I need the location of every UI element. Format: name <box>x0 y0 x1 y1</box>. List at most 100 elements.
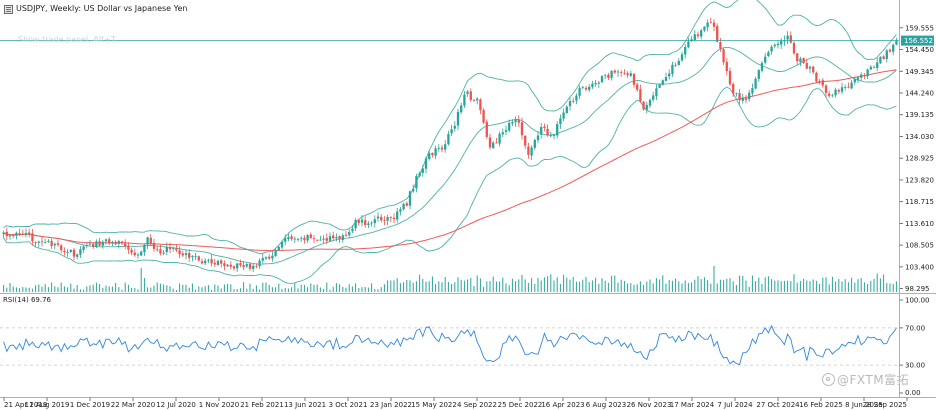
candle-body <box>780 40 783 45</box>
candle-body <box>645 104 648 110</box>
candle-body <box>437 147 440 149</box>
candle-body <box>280 241 284 248</box>
price-tick-label: 134.030 <box>905 133 934 141</box>
candle-body <box>184 253 188 255</box>
candle-body <box>319 239 322 241</box>
candle-body <box>866 69 869 77</box>
time-tick-label: 4 Sep 2022 <box>457 401 497 409</box>
candle-body <box>296 239 300 240</box>
candle-body <box>508 122 511 131</box>
price-tick-label: 113.610 <box>905 220 934 228</box>
candle-body <box>412 189 415 192</box>
candle-body <box>140 251 143 256</box>
candle-body <box>322 238 325 240</box>
rsi-pane[interactable] <box>0 324 900 366</box>
candle-body <box>216 260 220 266</box>
candle-body <box>856 77 860 80</box>
candle-body <box>600 76 604 83</box>
candle-body <box>882 56 885 59</box>
candle-body <box>421 168 424 173</box>
price-axis[interactable]: 159.555 154.450 149.345 144.240 139.135 134.0… <box>899 24 935 293</box>
candle-body <box>248 263 252 269</box>
candle-body <box>18 232 21 234</box>
candle-body <box>872 67 876 69</box>
candle-body <box>831 95 834 97</box>
candle-body <box>56 243 60 245</box>
candle-body <box>485 121 488 137</box>
candle-body <box>328 236 332 241</box>
candle-body <box>568 101 572 107</box>
candle-body <box>693 34 696 41</box>
candle-body <box>732 83 735 94</box>
candle-body <box>533 139 536 148</box>
price-tick-label: 144.240 <box>905 90 934 98</box>
candle-body <box>751 88 754 94</box>
candle-body <box>754 78 757 89</box>
candle-body <box>799 58 802 62</box>
candle-body <box>312 238 316 240</box>
candle-body <box>466 91 469 94</box>
candle-body <box>642 101 645 110</box>
candle-body <box>341 235 344 240</box>
candle-body <box>588 86 591 90</box>
rsi-axis[interactable]: 100.00 70.00 30.00 0.00 <box>899 297 930 398</box>
candle-body <box>418 172 421 177</box>
candle-body <box>453 125 456 129</box>
price-tick-label: 128.925 <box>905 155 934 163</box>
candle-body <box>117 241 120 245</box>
candle-body <box>101 241 104 246</box>
moving-average <box>3 69 897 252</box>
candle-body <box>684 47 687 55</box>
candle-body <box>677 60 680 66</box>
candle-body <box>463 94 466 106</box>
candle-body <box>232 266 236 269</box>
candle-body <box>15 232 18 236</box>
candle-body <box>658 84 661 88</box>
price-tick-label: 159.555 <box>905 24 934 32</box>
candle-body <box>773 44 776 47</box>
rsi-line-path <box>3 324 897 365</box>
candle-body <box>373 219 376 224</box>
candle-body <box>172 247 175 249</box>
candle-body <box>271 255 274 259</box>
time-tick-label: 12 Jul 2020 <box>156 401 196 409</box>
candle-body <box>527 146 530 155</box>
candle-body <box>332 235 335 239</box>
candle-body <box>581 87 584 88</box>
time-tick-label: 1 Nov 2020 <box>199 401 239 409</box>
candle-body <box>716 26 719 42</box>
candle-body <box>767 52 770 57</box>
time-tick-label: 21 Feb 2021 <box>240 401 284 409</box>
candle-body <box>482 110 485 123</box>
time-tick-label: 26 Nov 2023 <box>627 401 672 409</box>
chart-window-icon[interactable] <box>4 5 13 14</box>
candle-body <box>639 89 642 102</box>
candle-body <box>60 245 63 251</box>
candle-body <box>408 191 412 206</box>
candle-body <box>287 237 290 240</box>
trade-panel-hint[interactable]: Show trade panel, Alt+T <box>16 33 116 48</box>
candle-body <box>181 253 184 256</box>
candle-body <box>456 111 460 126</box>
candle-body <box>690 39 693 41</box>
price-pane[interactable] <box>0 0 900 292</box>
candle-body <box>706 22 709 28</box>
candle-body <box>95 241 98 248</box>
candle-body <box>175 248 178 251</box>
candle-body <box>252 265 255 269</box>
candle-body <box>197 256 200 261</box>
candle-body <box>12 234 15 237</box>
rsi-tick-label: 30.00 <box>905 362 925 370</box>
candle-body <box>428 153 431 160</box>
candle-body <box>709 21 712 23</box>
price-tick-label: 154.450 <box>905 46 934 54</box>
time-tick-label: 27 Oct 2024 <box>756 401 800 409</box>
candle-body <box>735 93 738 95</box>
candle-body <box>792 42 796 54</box>
candle-body <box>133 252 136 256</box>
candle-body <box>802 58 805 63</box>
candle-body <box>812 66 815 73</box>
candle-body <box>712 22 716 27</box>
